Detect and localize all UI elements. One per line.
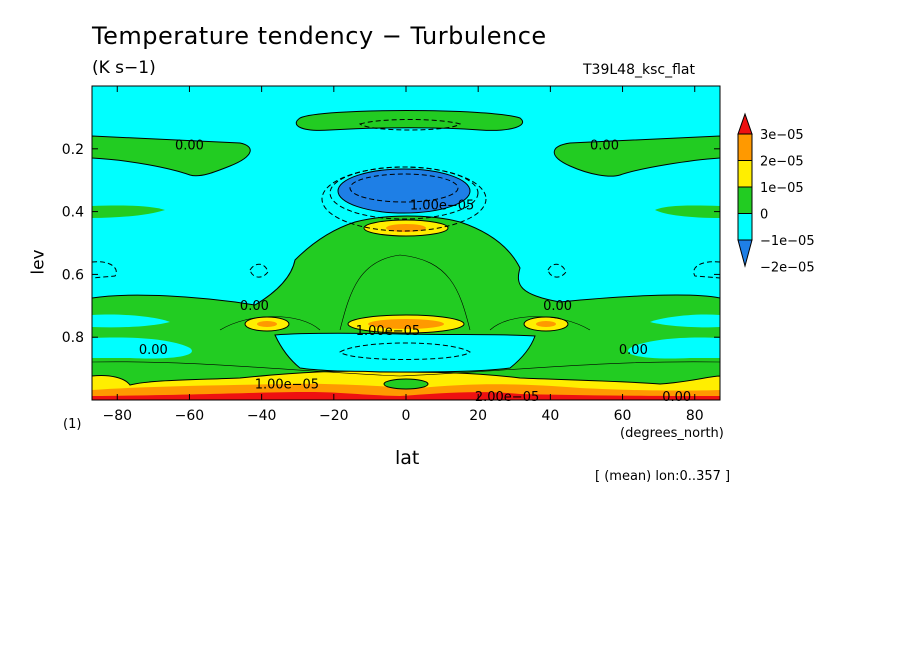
colorbar: 3e−05 2e−05 1e−05 0 −1e−05 −2e−05 [737, 112, 815, 276]
fill-blue-upper-center [337, 168, 471, 214]
fill-orange-center-node [368, 319, 444, 329]
colorbar-label: 1e−05 [760, 181, 804, 196]
x-axis-ticks: −80 −60 −40 −20 0 20 40 60 80 [102, 86, 704, 424]
contour-label: 2.00e−05 [475, 390, 539, 405]
x-tick-label: −40 [247, 408, 277, 424]
contour-label: 0.00 [139, 343, 168, 358]
y-tick-label: 0.6 [62, 267, 84, 283]
colorbar-box [737, 186, 753, 214]
contour-label: 0.00 [175, 139, 204, 154]
run-name: T39L48_ksc_flat [583, 62, 695, 78]
x-axis-label: lat [395, 447, 420, 469]
fill-green-top-center [295, 110, 523, 131]
y-scale-label: (1) [63, 417, 82, 432]
contour-field [92, 86, 720, 400]
y-tick-label: 0.2 [62, 142, 84, 158]
contour-label: 1.00e−05 [410, 198, 474, 213]
fill-orange-left-node [257, 321, 277, 327]
x-axis-units: (degrees_north) [620, 426, 724, 441]
fill-green-right-band [655, 205, 720, 218]
chart-title: Temperature tendency − Turbulence [92, 22, 547, 50]
colorbar-min-triangle [737, 239, 753, 268]
contour-label: 0.00 [590, 139, 619, 154]
colorbar-box [737, 133, 753, 161]
contour-central-dome [339, 254, 471, 331]
dashed-contour-mid-right [547, 263, 567, 278]
x-tick-label: −20 [319, 408, 349, 424]
colorbar-box [737, 160, 753, 188]
contour-left-arc [219, 316, 321, 331]
colorbar-label: 2e−05 [760, 155, 804, 170]
fill-green-left-band [92, 205, 165, 218]
contour-label: 0.00 [543, 299, 572, 314]
positive-contours [92, 254, 720, 377]
fill-cyan-mid-left [92, 337, 192, 359]
fill-green-upper-left [92, 135, 251, 177]
mean-note: [ (mean) lon:0..357 ] [595, 469, 731, 484]
y-axis-ticks: 0.2 0.4 0.6 0.8 [62, 142, 720, 346]
fill-green-surface-center [383, 378, 429, 390]
negative-contours [92, 119, 720, 360]
contour-label: 0.00 [240, 299, 269, 314]
x-tick-label: 20 [469, 408, 487, 424]
fill-cyan-lower-right [650, 314, 720, 328]
dashed-contour-mid-left [249, 263, 269, 278]
contour-label: 0.00 [619, 343, 648, 358]
fill-cyan-mid-right [628, 337, 720, 359]
contour-label: 1.00e−05 [356, 324, 420, 339]
dashed-contour-edge-left [92, 261, 117, 279]
x-tick-label: 80 [686, 408, 704, 424]
colorbar-label: −1e−05 [760, 234, 815, 249]
fill-cyan-lower-band [274, 332, 536, 373]
dashed-contour-lower-center [339, 342, 471, 360]
x-tick-label: −80 [102, 408, 132, 424]
y-tick-label: 0.8 [62, 330, 84, 346]
colorbar-max-triangle [737, 112, 753, 135]
colorbar-box [737, 213, 753, 241]
fill-green-central [92, 215, 720, 391]
dashed-contour-blue-middle [329, 166, 479, 220]
x-tick-label: 0 [402, 408, 411, 424]
contour-labels: 0.00 0.00 1.00e−05 0.00 0.00 0.00 0.00 1.00e−05… [139, 139, 691, 405]
y-tick-label: 0.4 [62, 205, 84, 221]
fill-orange-right-node [536, 321, 556, 327]
fill-green-upper-right [553, 135, 720, 177]
dashed-contour-edge-right [693, 261, 720, 279]
contour-right-arc [489, 316, 591, 331]
fill-cyan-lower-left [92, 314, 170, 328]
colorbar-label: 3e−05 [760, 128, 804, 143]
dashed-contour-blue-inner [349, 173, 459, 203]
fill-orange-upper-center [386, 224, 426, 232]
x-tick-label: 60 [614, 408, 632, 424]
colorbar-label: 0 [760, 208, 768, 223]
units-label: (K s−1) [92, 58, 156, 78]
contour-lower-band [92, 361, 720, 377]
dashed-contour-top [358, 119, 462, 131]
contour-label: 0.00 [662, 390, 691, 405]
colorbar-label: −2e−05 [760, 261, 815, 276]
contour-label: 1.00e−05 [255, 377, 319, 392]
x-tick-label: 40 [541, 408, 559, 424]
x-tick-label: −60 [175, 408, 205, 424]
